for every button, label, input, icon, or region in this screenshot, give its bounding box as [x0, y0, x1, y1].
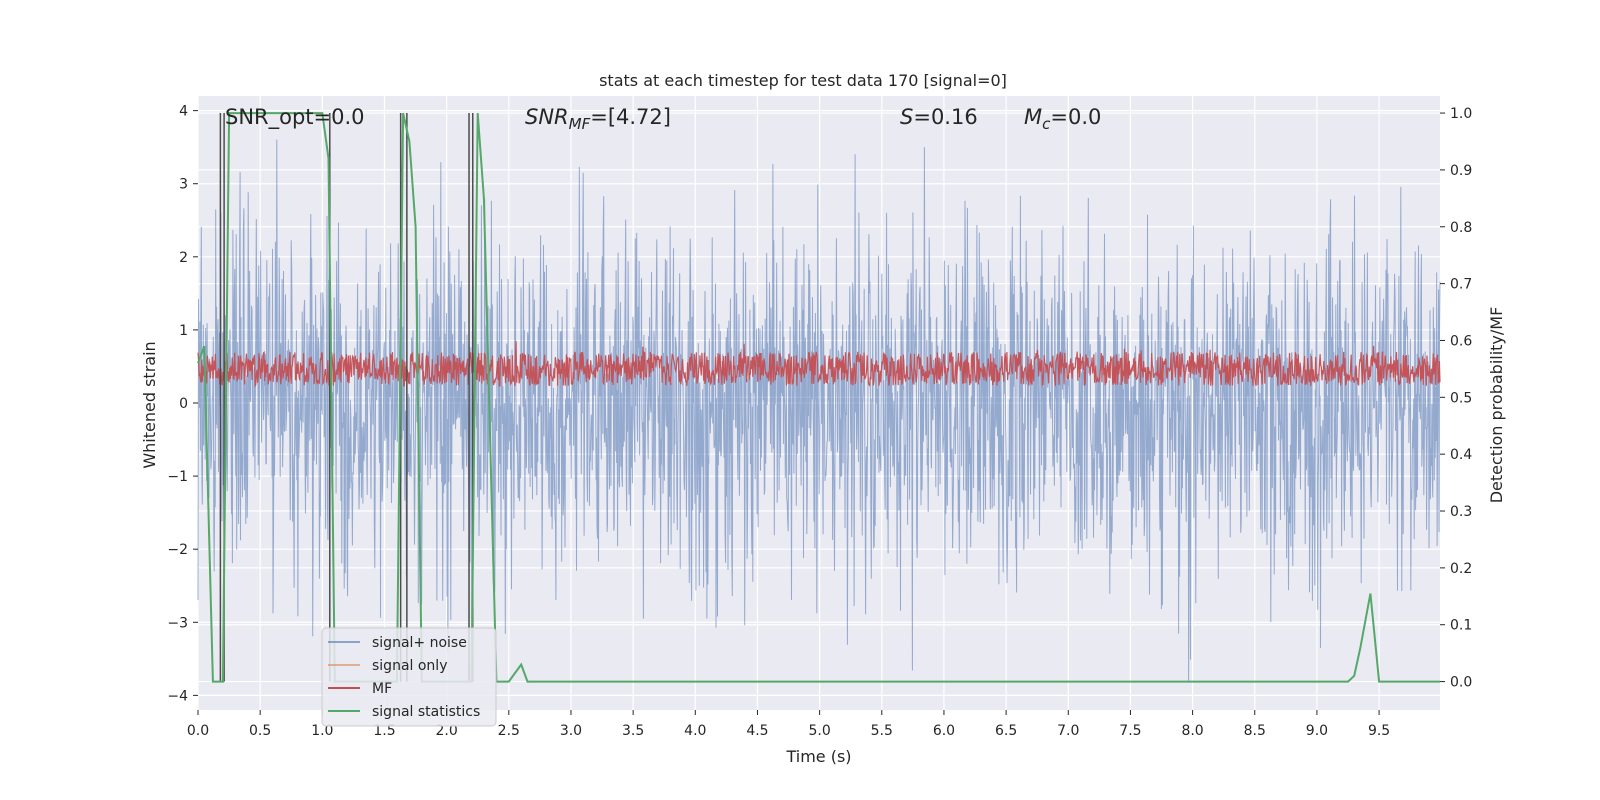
y-right-tick-label: 1.0	[1450, 106, 1472, 122]
y-right-tick-label: 0.3	[1450, 504, 1472, 520]
y-right-ticks: 1.0 0.9 0.8 0.7 0.6 0.5 0.4 0.3 0.2 0.1 0.0	[1440, 106, 1472, 691]
x-tick-label: 2.0	[436, 723, 458, 739]
snr-opt-annotation: SNR_opt=0.0	[225, 105, 365, 130]
x-tick-label: 5.0	[808, 723, 830, 739]
legend: signal+ noise signal only MF signal statist…	[321, 627, 497, 727]
strain-series	[197, 139, 1441, 681]
y-right-tick-label: 0.4	[1450, 447, 1472, 463]
s-label: S	[900, 105, 913, 129]
y-left-tick-label: −2	[167, 542, 188, 558]
y-right-tick-label: 0.8	[1450, 220, 1472, 236]
snr-mf-value: =[4.72]	[590, 105, 671, 129]
x-tick-label: 8.5	[1244, 723, 1266, 739]
y-right-tick-label: 0.6	[1450, 333, 1472, 349]
y-left-tick-label: 2	[179, 250, 188, 266]
y-axis-right-label: Detection probability/MF	[1487, 307, 1506, 504]
snr-mf-label: SNR	[525, 105, 569, 129]
y-left-ticks: 4 3 2 1 0 −1 −2 −3 −4	[167, 104, 198, 704]
x-tick-label: 4.0	[684, 723, 706, 739]
mc-annotation: Mc=0.0	[1024, 105, 1101, 133]
y-axis-left-label: Whitened strain	[140, 341, 159, 468]
x-tick-label: 5.5	[871, 723, 893, 739]
x-axis-ticks: 0.0 0.5 1.0 1.5 2.0 2.5 3.0 3.5 4.0 4.5 5.0 5.5 6.0 6…	[187, 710, 1390, 739]
x-tick-label: 0.0	[187, 723, 209, 739]
legend-label: signal only	[372, 658, 447, 674]
x-tick-label: 3.5	[622, 723, 644, 739]
legend-box	[321, 627, 497, 727]
x-axis-label: Time (s)	[785, 747, 851, 766]
s-value: =0.16	[913, 105, 977, 129]
x-tick-label: 2.5	[498, 723, 520, 739]
y-left-tick-label: −4	[167, 688, 188, 704]
y-left-tick-label: −3	[167, 615, 188, 631]
x-tick-label: 1.5	[373, 723, 395, 739]
y-left-tick-label: 4	[179, 104, 188, 120]
x-tick-label: 7.5	[1119, 723, 1141, 739]
y-left-tick-label: −1	[167, 469, 188, 485]
y-left-tick-label: 1	[179, 323, 188, 339]
x-tick-label: 7.0	[1057, 723, 1079, 739]
legend-label: signal+ noise	[372, 635, 467, 651]
x-tick-label: 1.0	[311, 723, 333, 739]
y-left-tick-label: 0	[179, 396, 188, 412]
s-annotation: S=0.16	[900, 105, 978, 129]
mc-sub: c	[1042, 115, 1051, 133]
signal-noise-line	[197, 139, 1441, 681]
x-tick-label: 8.0	[1181, 723, 1203, 739]
y-right-tick-label: 0.1	[1450, 618, 1472, 634]
x-tick-label: 9.5	[1368, 723, 1390, 739]
x-tick-label: 6.5	[995, 723, 1017, 739]
legend-label: signal statistics	[372, 704, 480, 720]
x-tick-label: 0.5	[249, 723, 271, 739]
y-right-tick-label: 0.2	[1450, 561, 1472, 577]
y-right-tick-label: 0.9	[1450, 163, 1472, 179]
snr-mf-annotation: SNRMF=[4.72]	[525, 105, 671, 133]
y-left-tick-label: 3	[179, 177, 188, 193]
mf-line	[197, 341, 1441, 388]
grid-lines	[197, 96, 1440, 710]
mc-label: M	[1024, 105, 1042, 129]
chart-title: stats at each timestep for test data 170…	[599, 71, 1007, 90]
x-tick-label: 4.5	[746, 723, 768, 739]
x-tick-label: 9.0	[1306, 723, 1328, 739]
y-right-tick-label: 0.7	[1450, 277, 1472, 293]
legend-label: MF	[372, 681, 392, 697]
y-right-tick-label: 0.0	[1450, 675, 1472, 691]
snr-mf-sub: MF	[569, 115, 591, 133]
y-right-tick-label: 0.5	[1450, 390, 1472, 406]
x-tick-label: 3.0	[560, 723, 582, 739]
mf-series	[197, 341, 1441, 388]
mc-value: =0.0	[1050, 105, 1101, 129]
x-tick-label: 6.0	[933, 723, 955, 739]
